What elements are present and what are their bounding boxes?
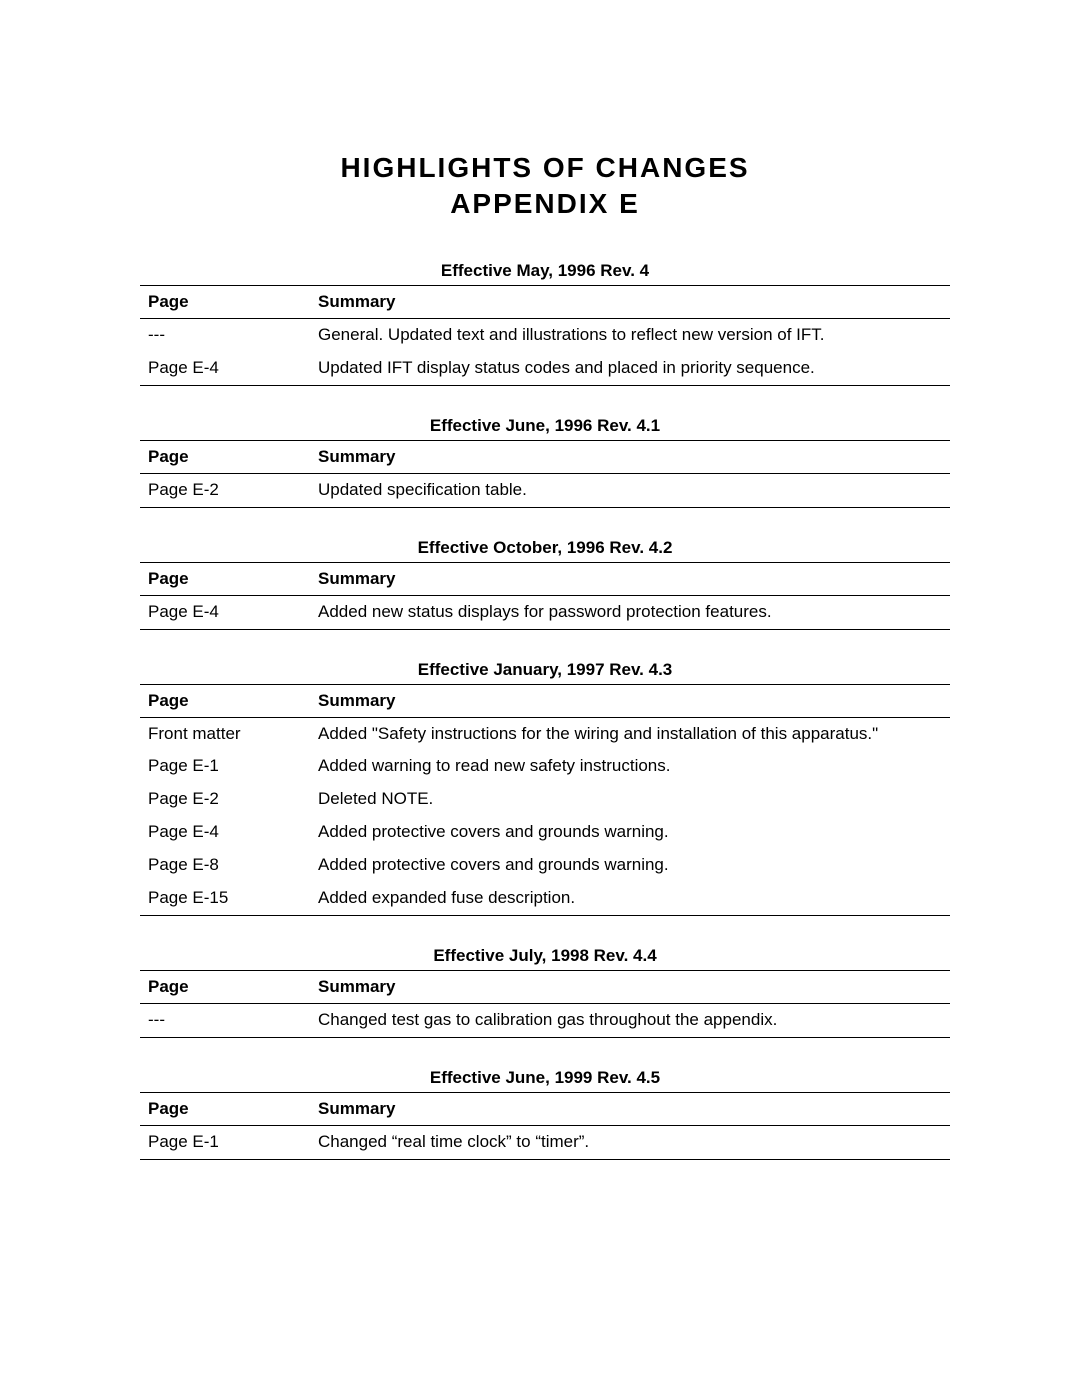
changes-table: PageSummaryPage E-4Added new status disp… [140,562,950,630]
revision-section: Effective July, 1998 Rev. 4.4PageSummary… [140,946,950,1038]
cell-page: Page E-2 [140,473,310,507]
column-header-summary: Summary [310,684,950,717]
table-row: Page E-2Updated specification table. [140,473,950,507]
column-header-summary: Summary [310,285,950,318]
changes-table: PageSummaryFront matterAdded "Safety ins… [140,684,950,917]
cell-summary: Changed “real time clock” to “timer”. [310,1126,950,1160]
changes-table: PageSummaryPage E-2Updated specification… [140,440,950,508]
section-title: Effective May, 1996 Rev. 4 [140,261,950,285]
table-row: Page E-4Added protective covers and grou… [140,816,950,849]
changes-table: PageSummary---Changed test gas to calibr… [140,970,950,1038]
column-header-summary: Summary [310,562,950,595]
revision-section: Effective January, 1997 Rev. 4.3PageSumm… [140,660,950,917]
table-row: Page E-2Deleted NOTE. [140,783,950,816]
cell-page: Page E-4 [140,352,310,385]
section-title: Effective October, 1996 Rev. 4.2 [140,538,950,562]
section-title: Effective July, 1998 Rev. 4.4 [140,946,950,970]
title-line-1: HIGHLIGHTS OF CHANGES [140,150,950,186]
column-header-page: Page [140,562,310,595]
section-title: Effective June, 1999 Rev. 4.5 [140,1068,950,1092]
revision-section: Effective October, 1996 Rev. 4.2PageSumm… [140,538,950,630]
cell-summary: Added new status displays for password p… [310,595,950,629]
cell-page: Page E-4 [140,816,310,849]
section-title: Effective June, 1996 Rev. 4.1 [140,416,950,440]
cell-page: Page E-2 [140,783,310,816]
cell-summary: Deleted NOTE. [310,783,950,816]
table-row: ---Changed test gas to calibration gas t… [140,1004,950,1038]
cell-summary: Added expanded fuse description. [310,882,950,915]
column-header-page: Page [140,684,310,717]
cell-page: Page E-8 [140,849,310,882]
cell-summary: Added protective covers and grounds warn… [310,816,950,849]
revision-section: Effective June, 1996 Rev. 4.1PageSummary… [140,416,950,508]
revision-section: Effective May, 1996 Rev. 4PageSummary---… [140,261,950,386]
column-header-summary: Summary [310,1093,950,1126]
cell-page: Page E-1 [140,750,310,783]
cell-summary: Added "Safety instructions for the wirin… [310,717,950,750]
table-row: Page E-8Added protective covers and grou… [140,849,950,882]
table-row: Front matterAdded "Safety instructions f… [140,717,950,750]
cell-summary: Added warning to read new safety instruc… [310,750,950,783]
column-header-page: Page [140,440,310,473]
column-header-page: Page [140,1093,310,1126]
changes-table: PageSummary---General. Updated text and … [140,285,950,386]
section-title: Effective January, 1997 Rev. 4.3 [140,660,950,684]
table-row: Page E-1Changed “real time clock” to “ti… [140,1126,950,1160]
cell-page: Page E-15 [140,882,310,915]
cell-page: Page E-4 [140,595,310,629]
column-header-page: Page [140,971,310,1004]
table-row: ---General. Updated text and illustratio… [140,318,950,351]
cell-page: --- [140,1004,310,1038]
cell-summary: Added protective covers and grounds warn… [310,849,950,882]
cell-page: Page E-1 [140,1126,310,1160]
table-row: Page E-1Added warning to read new safety… [140,750,950,783]
revision-section: Effective June, 1999 Rev. 4.5PageSummary… [140,1068,950,1160]
column-header-summary: Summary [310,971,950,1004]
cell-page: Front matter [140,717,310,750]
cell-page: --- [140,318,310,351]
title-line-2: APPENDIX E [140,186,950,222]
changes-table: PageSummaryPage E-1Changed “real time cl… [140,1092,950,1160]
table-row: Page E-4Added new status displays for pa… [140,595,950,629]
cell-summary: General. Updated text and illustrations … [310,318,950,351]
cell-summary: Updated IFT display status codes and pla… [310,352,950,385]
cell-summary: Changed test gas to calibration gas thro… [310,1004,950,1038]
cell-summary: Updated specification table. [310,473,950,507]
column-header-summary: Summary [310,440,950,473]
table-row: Page E-15Added expanded fuse description… [140,882,950,915]
document-title: HIGHLIGHTS OF CHANGES APPENDIX E [140,150,950,223]
column-header-page: Page [140,285,310,318]
sections-container: Effective May, 1996 Rev. 4PageSummary---… [140,261,950,1160]
table-row: Page E-4Updated IFT display status codes… [140,352,950,385]
